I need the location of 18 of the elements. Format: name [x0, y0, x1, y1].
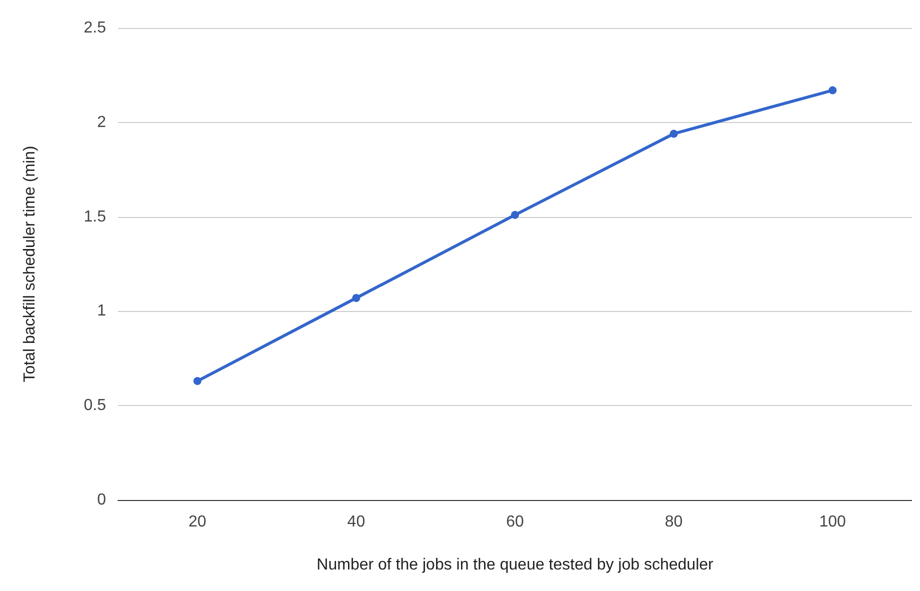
x-tick-label: 20 [188, 514, 206, 530]
y-tick-label: 1.5 [84, 208, 106, 226]
point [352, 294, 360, 302]
y-tick-label: 0 [97, 492, 106, 508]
x-tick-label: 60 [506, 514, 524, 530]
point [828, 86, 837, 94]
point [193, 377, 202, 386]
y-tick-label: 1 [97, 302, 106, 320]
x-tick-label: 40 [347, 514, 366, 530]
y-tick-label: 0.5 [84, 397, 106, 414]
x-tick-label: 80 [664, 514, 683, 530]
y-tick-label: 2 [97, 114, 106, 131]
point [511, 210, 519, 219]
y-axis-title: Total backfill scheduler time (min) [22, 146, 38, 382]
point [670, 130, 678, 138]
x-axis-title: Number of the jobs in the queue tested by job scheduler [316, 556, 714, 574]
y-tick-label: 2.5 [84, 20, 106, 36]
x-tick-label: 100 [819, 514, 846, 530]
